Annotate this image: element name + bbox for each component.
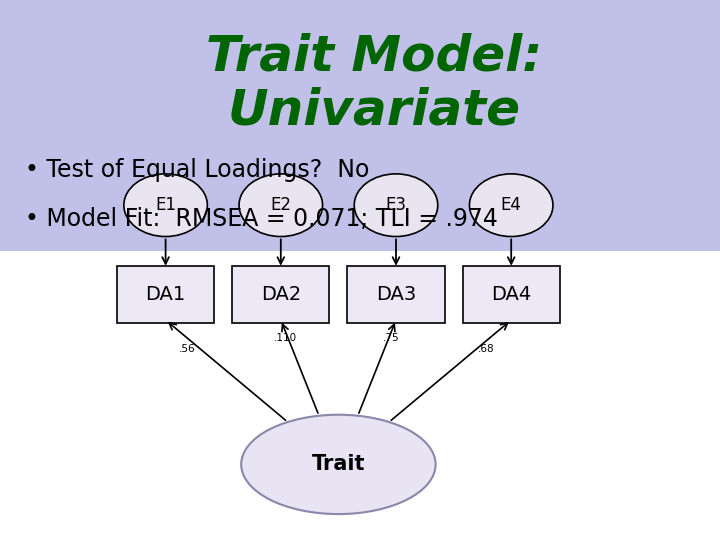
Text: DA3: DA3 xyxy=(376,285,416,304)
Ellipse shape xyxy=(239,174,323,237)
FancyBboxPatch shape xyxy=(117,266,215,322)
Text: Trait Model:: Trait Model: xyxy=(206,33,543,80)
Ellipse shape xyxy=(124,174,207,237)
Text: E1: E1 xyxy=(155,196,176,214)
Text: E2: E2 xyxy=(270,196,292,214)
Text: Univariate: Univariate xyxy=(228,87,521,134)
Text: DA2: DA2 xyxy=(261,285,301,304)
FancyBboxPatch shape xyxy=(348,266,445,322)
Text: E3: E3 xyxy=(385,196,407,214)
FancyBboxPatch shape xyxy=(232,266,330,322)
Ellipse shape xyxy=(354,174,438,237)
Text: Trait: Trait xyxy=(312,454,365,475)
Text: .75: .75 xyxy=(383,333,400,343)
Ellipse shape xyxy=(469,174,553,237)
Text: • Model Fit:  RMSEA = 0.071; TLI = .974: • Model Fit: RMSEA = 0.071; TLI = .974 xyxy=(25,207,498,231)
FancyBboxPatch shape xyxy=(462,266,560,322)
Text: E4: E4 xyxy=(501,196,521,214)
Text: .56: .56 xyxy=(179,345,195,354)
Text: DA1: DA1 xyxy=(145,285,186,304)
Text: • Test of Equal Loadings?  No: • Test of Equal Loadings? No xyxy=(25,158,369,182)
Text: .110: .110 xyxy=(274,333,297,343)
Text: DA4: DA4 xyxy=(491,285,531,304)
Ellipse shape xyxy=(241,415,436,514)
Text: .68: .68 xyxy=(478,345,495,354)
